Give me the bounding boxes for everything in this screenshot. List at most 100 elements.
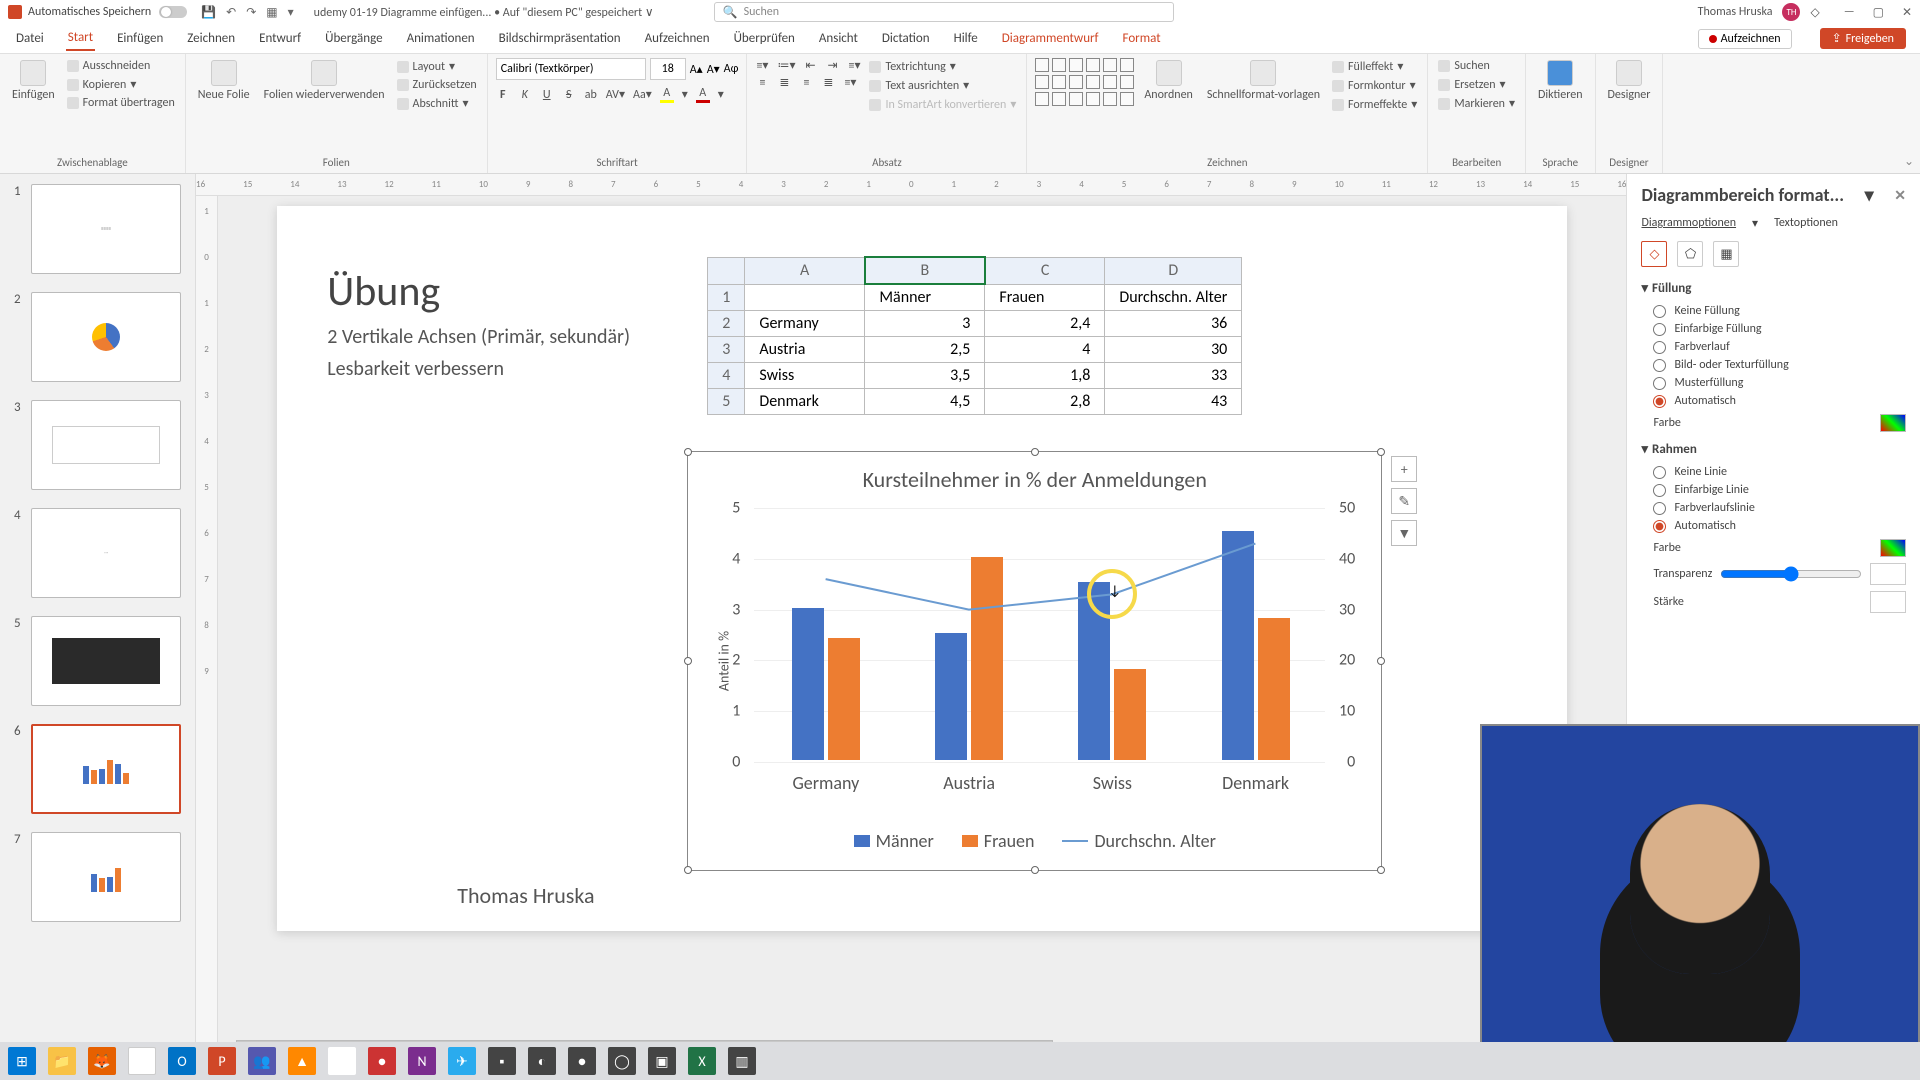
cell[interactable]: Männer	[865, 284, 985, 311]
slide-thumb-6[interactable]	[31, 724, 181, 814]
chart-legend[interactable]: Männer Frauen Durchschn. Alter	[688, 830, 1381, 852]
tab-dictation[interactable]: Dictation	[880, 27, 932, 50]
diamond-icon[interactable]: ◇	[1810, 5, 1819, 20]
tab-diagrammentwurf[interactable]: Diagrammentwurf	[1000, 27, 1101, 50]
width-value[interactable]	[1870, 591, 1906, 613]
cell[interactable]: Austria	[745, 337, 865, 363]
tab-ueberpruefen[interactable]: Überprüfen	[732, 27, 797, 50]
app-icon[interactable]: ●	[368, 1047, 396, 1075]
selection-handle[interactable]	[1031, 866, 1039, 874]
share-button[interactable]: ⇪Freigeben	[1820, 28, 1906, 49]
size-icon[interactable]: ▦	[1713, 241, 1739, 267]
paste-button[interactable]: Einfügen	[8, 58, 59, 104]
horizontal-ruler[interactable]: 1615141312111098765432101234567891011121…	[196, 174, 1626, 196]
slide-thumb-5[interactable]	[31, 616, 181, 706]
user-avatar[interactable]: TH	[1782, 3, 1800, 21]
fill-opt-3[interactable]: Bild- oder Texturfüllung	[1653, 358, 1906, 372]
undo-icon[interactable]: ↶	[226, 5, 236, 20]
chrome-icon[interactable]: ⬤	[128, 1047, 156, 1075]
italic-button[interactable]: K	[518, 88, 532, 102]
strike-button[interactable]: S	[562, 88, 576, 102]
underline-button[interactable]: U	[540, 88, 554, 102]
tab-start[interactable]: Start	[66, 26, 95, 51]
transparency-slider[interactable]	[1720, 566, 1862, 582]
shapes-gallery[interactable]	[1035, 58, 1134, 106]
chart-filter-button[interactable]: ▼	[1391, 520, 1417, 546]
selection-handle[interactable]	[1377, 657, 1385, 665]
toggle-switch[interactable]	[159, 6, 187, 18]
tab-animationen[interactable]: Animationen	[405, 27, 477, 50]
vertical-ruler[interactable]: 10123456789	[196, 196, 218, 1054]
replace-button[interactable]: Ersetzen ▾	[1436, 76, 1517, 93]
cell[interactable]: 2,8	[985, 389, 1105, 415]
slide-thumb-7[interactable]	[31, 832, 181, 922]
excel-icon[interactable]: X	[688, 1047, 716, 1075]
fill-line-icon[interactable]: ◇	[1641, 241, 1667, 267]
copy-button[interactable]: Kopieren ▾	[65, 76, 177, 93]
justify-button[interactable]: ≣	[821, 75, 835, 90]
reuse-slides-button[interactable]: Folien wiederverwenden	[260, 58, 389, 104]
border-opt-3[interactable]: Automatisch	[1653, 519, 1906, 533]
app-icon[interactable]: ▣	[648, 1047, 676, 1075]
font-name-select[interactable]	[496, 58, 646, 80]
font-color-button[interactable]: A	[696, 86, 710, 103]
linespace-button[interactable]: ≡▾	[847, 58, 861, 73]
dictate-button[interactable]: Diktieren	[1534, 58, 1587, 104]
chart-title[interactable]: Kursteilnehmer in % der Anmeldungen	[688, 452, 1381, 493]
col-A[interactable]: A	[745, 257, 865, 284]
app-icon[interactable]: ▫	[328, 1047, 356, 1075]
quickstyles-button[interactable]: Schnellformat-vorlagen	[1203, 58, 1324, 104]
teams-icon[interactable]: 👥	[248, 1047, 276, 1075]
document-title[interactable]: udemy 01-19 Diagramme einfügen... • Auf …	[314, 5, 654, 20]
selection-handle[interactable]	[684, 866, 692, 874]
corner-cell[interactable]	[708, 257, 745, 284]
cell[interactable]: 30	[1105, 337, 1242, 363]
tab-textoptionen[interactable]: Textoptionen	[1774, 216, 1838, 231]
maximize-icon[interactable]: ▢	[1873, 5, 1884, 20]
autosave-toggle[interactable]: Automatisches Speichern	[28, 5, 187, 19]
app-icon[interactable]: ◯	[608, 1047, 636, 1075]
thumbnail-panel[interactable]: 1≡≡≡≡ 2 3 4··· 5 6 7	[0, 174, 196, 1054]
cell[interactable]: Durchschn. Alter	[1105, 284, 1242, 311]
tab-einfuegen[interactable]: Einfügen	[115, 27, 165, 50]
tab-bildschirm[interactable]: Bildschirmpräsentation	[497, 27, 623, 50]
tab-format[interactable]: Format	[1121, 27, 1163, 50]
cell[interactable]: 3,5	[865, 363, 985, 389]
cell[interactable]: 33	[1105, 363, 1242, 389]
outlook-icon[interactable]: O	[168, 1047, 196, 1075]
vlc-icon[interactable]: ▲	[288, 1047, 316, 1075]
cell[interactable]: Germany	[745, 311, 865, 337]
slide-thumb-4[interactable]: ···	[31, 508, 181, 598]
chart-data-table[interactable]: A B C D 1 Männer Frauen Durchschn. Alter	[707, 256, 1242, 415]
cell[interactable]: 43	[1105, 389, 1242, 415]
outdent-button[interactable]: ⇤	[803, 58, 817, 73]
row-hdr[interactable]: 2	[708, 311, 745, 337]
slide-canvas[interactable]: Übung 2 Vertikale Achsen (Primär, sekund…	[218, 196, 1626, 1054]
telegram-icon[interactable]: ✈	[448, 1047, 476, 1075]
onenote-icon[interactable]: N	[408, 1047, 436, 1075]
align-left-button[interactable]: ≡	[755, 76, 769, 90]
shape-fill-button[interactable]: Fülleffekt ▾	[1330, 58, 1419, 75]
tab-uebergaenge[interactable]: Übergänge	[323, 27, 384, 50]
cell[interactable]: 36	[1105, 311, 1242, 337]
font-size-select[interactable]	[650, 58, 686, 80]
cell[interactable]: 1,8	[985, 363, 1105, 389]
cell[interactable]: 2,4	[985, 311, 1105, 337]
numbering-button[interactable]: ≔▾	[777, 58, 795, 73]
row-hdr[interactable]: 3	[708, 337, 745, 363]
align-right-button[interactable]: ≡	[799, 76, 813, 90]
format-painter-button[interactable]: Format übertragen	[65, 95, 177, 111]
cut-button[interactable]: Ausschneiden	[65, 58, 177, 74]
chart-plus-button[interactable]: +	[1391, 456, 1417, 482]
arrange-button[interactable]: Anordnen	[1140, 58, 1196, 104]
grow-font-icon[interactable]: A▴	[690, 62, 703, 77]
cell[interactable]: Swiss	[745, 363, 865, 389]
shape-effects-button[interactable]: Formeffekte ▾	[1330, 96, 1419, 113]
shrink-font-icon[interactable]: A▾	[707, 62, 720, 77]
cell[interactable]: 3	[865, 311, 985, 337]
select-button[interactable]: Markieren ▾	[1436, 95, 1517, 112]
columns-button[interactable]: ≡▾	[843, 75, 857, 90]
fill-color-picker[interactable]	[1880, 414, 1906, 432]
tab-zeichnen[interactable]: Zeichnen	[185, 27, 237, 50]
fill-opt-0[interactable]: Keine Füllung	[1653, 304, 1906, 318]
